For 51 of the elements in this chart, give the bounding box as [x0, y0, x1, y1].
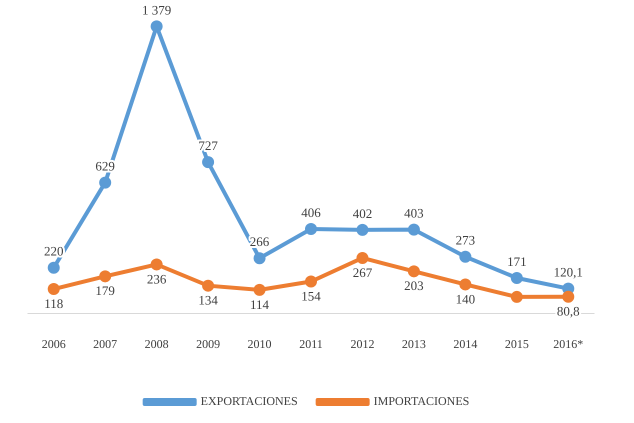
point	[305, 276, 317, 288]
data-label: 120,1	[554, 264, 583, 280]
x-tick-label: 2009	[196, 336, 220, 351]
point	[99, 270, 112, 282]
point	[356, 224, 368, 236]
point	[562, 290, 574, 303]
point	[48, 262, 60, 274]
legend-label: IMPORTACIONES	[374, 394, 470, 408]
x-tick-label: 2006	[42, 336, 66, 351]
point	[459, 278, 472, 290]
data-label: 80,8	[556, 304, 580, 319]
data-label: 402	[352, 206, 372, 221]
point	[254, 252, 266, 264]
x-tick-label: 2012	[350, 336, 374, 351]
x-tick-label: 2010	[248, 336, 272, 351]
point	[408, 265, 420, 278]
point	[510, 290, 523, 303]
data-label: 154	[301, 288, 322, 304]
point	[408, 224, 420, 236]
data-label: 118	[44, 296, 64, 311]
x-tick-label: 2008	[144, 336, 169, 351]
point	[356, 252, 368, 264]
x-tick-label: 2016*	[553, 336, 584, 351]
point	[510, 272, 523, 284]
data-label: 114	[250, 296, 270, 312]
point	[202, 156, 214, 168]
legend-label: EXPORTACIONES	[200, 394, 298, 408]
x-tick-label: 2007	[93, 336, 118, 351]
point	[305, 223, 317, 236]
data-label: 179	[95, 283, 115, 298]
x-tick-label: 2011	[299, 336, 323, 351]
data-label: 267	[352, 264, 373, 280]
data-label: 403	[404, 206, 424, 221]
point	[459, 250, 472, 263]
data-label: 134	[198, 292, 218, 308]
point	[150, 20, 163, 32]
point	[48, 283, 60, 296]
data-label: 406	[301, 204, 322, 220]
data-label: 273	[456, 232, 476, 248]
data-label: 1 379	[142, 2, 172, 18]
x-tick-label: 2014	[453, 336, 478, 351]
data-label: 236	[146, 271, 167, 286]
x-tick-label: 2013	[402, 336, 426, 351]
point	[202, 280, 214, 292]
point	[99, 176, 112, 189]
x-tick-label: 2015	[504, 336, 529, 351]
data-label: 171	[507, 254, 527, 269]
data-label: 203	[404, 278, 424, 294]
data-label: 140	[456, 291, 476, 306]
point	[150, 258, 163, 270]
point	[254, 284, 266, 296]
